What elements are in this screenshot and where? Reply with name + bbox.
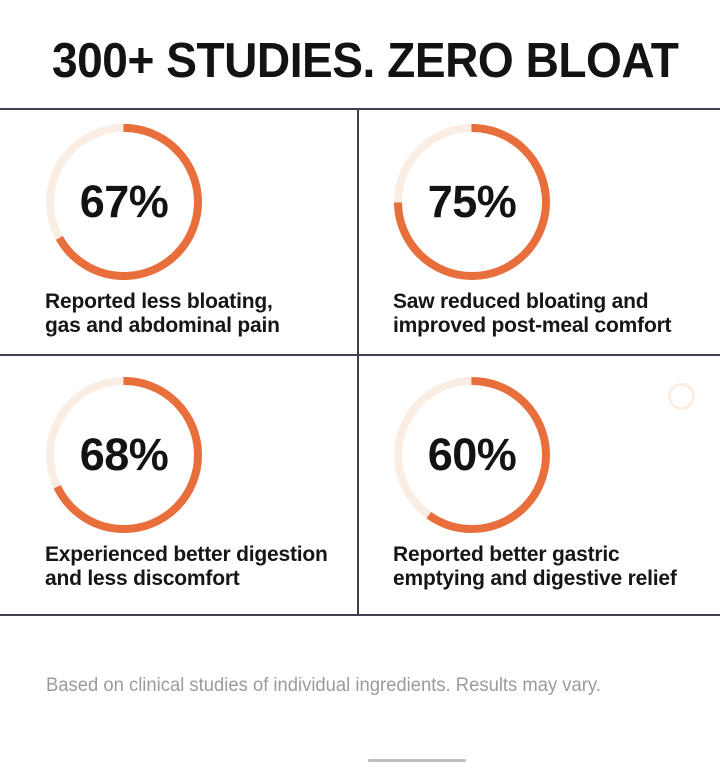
stat-cell-4: 60% Reported better gastric emptying and…	[359, 356, 720, 616]
stat-description-line2: improved post-meal comfort	[393, 314, 672, 337]
stat-description: Experienced better digestion and less di…	[45, 543, 357, 591]
stat-cell-3: 68% Experienced better digestion and les…	[0, 356, 359, 616]
stat-description-line2: and less discomfort	[45, 567, 240, 590]
donut-chart-60: 60%	[393, 376, 551, 534]
donut-ring-icon	[46, 124, 202, 280]
donut-fill	[394, 377, 550, 533]
donut-chart-68: 68%	[45, 376, 203, 534]
page-title: 300+ STUDIES. ZERO BLOAT	[52, 34, 679, 88]
percent-label: 75%	[427, 176, 517, 227]
stat-description-line2: gas and abdominal pain	[45, 314, 280, 337]
donut-ring-icon	[394, 124, 550, 280]
percent-label: 60%	[427, 429, 517, 480]
donut-ring-icon	[46, 377, 202, 533]
percent-label: 67%	[79, 176, 169, 227]
carousel-indicator[interactable]	[368, 759, 466, 762]
stat-description-line1: Experienced better digestion	[45, 543, 328, 566]
donut-fill	[394, 124, 550, 280]
stats-grid: 67% Reported less bloating, gas and abdo…	[0, 108, 720, 616]
donut-chart-67: 67%	[45, 123, 203, 281]
stat-cell-1: 67% Reported less bloating, gas and abdo…	[0, 110, 359, 356]
disclaimer-text: Based on clinical studies of individual …	[46, 675, 601, 696]
donut-fill	[46, 377, 202, 533]
decorative-circle	[668, 383, 695, 410]
donut-ring-icon	[394, 377, 550, 533]
donut-chart-75: 75%	[393, 123, 551, 281]
stat-description-line1: Saw reduced bloating and	[393, 290, 649, 313]
stat-description: Saw reduced bloating and improved post-m…	[393, 290, 720, 338]
donut-fill	[46, 124, 202, 280]
stat-description-line2: emptying and digestive relief	[393, 567, 677, 590]
percent-label: 68%	[79, 429, 169, 480]
stat-description: Reported less bloating, gas and abdomina…	[45, 290, 357, 338]
stat-cell-2: 75% Saw reduced bloating and improved po…	[359, 110, 720, 356]
stat-description-line1: Reported better gastric	[393, 543, 620, 566]
stat-description-line1: Reported less bloating,	[45, 290, 273, 313]
stat-description: Reported better gastric emptying and dig…	[393, 543, 720, 591]
